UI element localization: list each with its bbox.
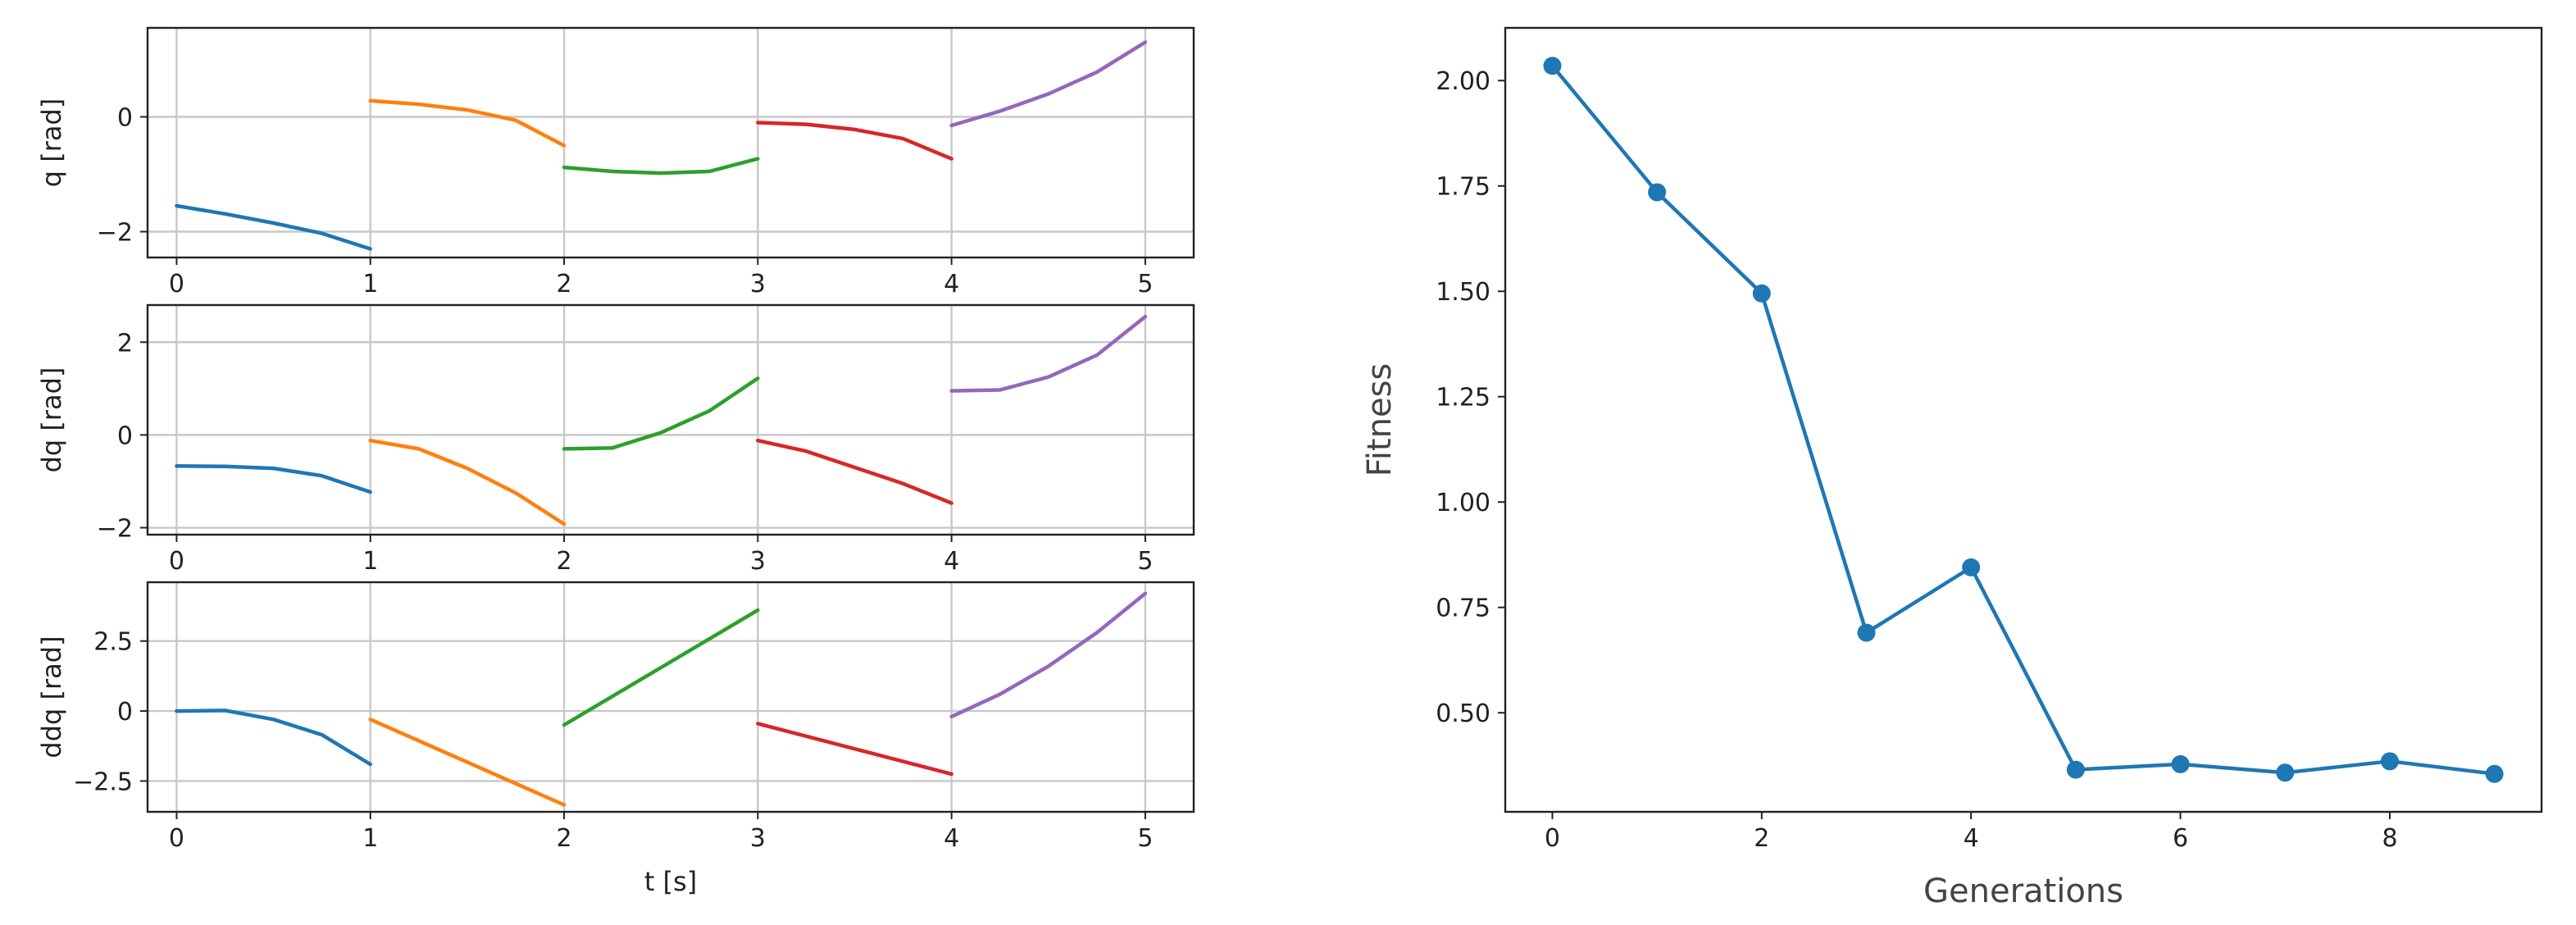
y-tick-label: 0	[117, 698, 133, 727]
x-tick-label: 4	[944, 547, 959, 576]
data-point	[2380, 752, 2399, 771]
x-tick-label: 1	[362, 824, 378, 853]
data-point	[1648, 183, 1667, 202]
series-line	[368, 718, 567, 807]
x-tick-label: 2	[556, 270, 571, 298]
series-line	[562, 157, 760, 175]
fitness-chart: 0 2 4 6 8 0.50 0.75 1.00 1.25 1.50 1.75 2.00 Fitness…	[1361, 26, 2543, 910]
x-axis-label: t [s]	[644, 866, 697, 897]
y-axis-label: dq [rad]	[36, 367, 67, 473]
x-tick-label: 4	[944, 270, 959, 298]
data-point	[2066, 760, 2085, 779]
series-line	[175, 464, 372, 494]
x-tick-label: 1	[362, 270, 378, 298]
y-axis-label: Fitness	[1361, 363, 1399, 477]
axes-frame	[146, 26, 1195, 259]
y-tick-label: 1.50	[1436, 278, 1491, 307]
x-tick-label: 3	[750, 547, 766, 576]
x-tick-label: 3	[750, 824, 766, 853]
x-tick-label: 2	[1754, 824, 1769, 853]
x-tick-label: 0	[169, 270, 184, 298]
x-tick-label: 6	[2173, 824, 2188, 853]
y-tick-label: −2.5	[73, 768, 133, 796]
dq-subplot: 0 1 2 3 4 5 −2 0 2 dq [rad]	[36, 303, 1195, 576]
series-line	[756, 121, 953, 161]
data-point	[1752, 284, 1771, 303]
series-line	[175, 709, 372, 767]
axes-frame	[146, 581, 1195, 813]
x-tick-label: 2	[556, 824, 571, 853]
y-tick-label: 0.50	[1436, 699, 1491, 728]
y-tick-label: 1.00	[1436, 489, 1491, 517]
data-point	[1962, 558, 1981, 576]
x-axis-label: Generations	[1923, 873, 2123, 910]
series-line	[175, 203, 372, 251]
y-tick-label: 1.75	[1436, 173, 1491, 202]
x-tick-label: 0	[169, 547, 184, 576]
x-tick-label: 2	[556, 547, 571, 576]
y-tick-label: 1.25	[1436, 384, 1491, 412]
series-line	[949, 40, 1148, 128]
y-tick-label: 2	[117, 329, 133, 358]
y-tick-label: 0	[117, 421, 133, 450]
series-line	[1550, 64, 2495, 776]
series-line	[368, 438, 567, 526]
data-point	[1857, 623, 1876, 642]
series-line	[756, 722, 953, 777]
series-line	[562, 608, 760, 727]
ddq-subplot: 0 1 2 3 4 5 −2.5 0 2.5 ddq [rad] t [s]	[36, 581, 1195, 897]
y-tick-label: 2.00	[1436, 67, 1491, 96]
x-tick-label: 5	[1137, 270, 1153, 298]
series-line	[562, 376, 760, 451]
series-line	[368, 98, 567, 148]
x-tick-label: 3	[750, 270, 766, 298]
y-axis-label: q [rad]	[36, 98, 67, 188]
axes-frame	[146, 303, 1195, 536]
x-tick-label: 5	[1137, 547, 1153, 576]
data-point	[2485, 764, 2504, 783]
y-tick-label: −2	[97, 515, 133, 544]
series-line	[756, 438, 953, 505]
x-tick-label: 0	[1545, 824, 1560, 853]
y-tick-label: 2.5	[93, 628, 133, 657]
y-tick-label: 0.75	[1436, 595, 1491, 623]
x-tick-label: 4	[944, 824, 959, 853]
data-point	[2276, 763, 2295, 782]
data-point	[1543, 57, 1562, 75]
x-tick-label: 8	[2382, 824, 2397, 853]
data-point	[2171, 754, 2190, 773]
y-axis-label: ddq [rad]	[36, 636, 67, 758]
x-tick-label: 1	[362, 547, 378, 576]
series-line	[949, 591, 1148, 719]
x-tick-label: 0	[169, 824, 184, 853]
y-tick-label: −2	[97, 219, 133, 248]
axes-frame	[1504, 26, 2543, 813]
x-tick-label: 5	[1137, 824, 1153, 853]
y-tick-label: 0	[117, 104, 133, 133]
q-subplot: 0 1 2 3 4 5 −2 0 q [rad]	[36, 26, 1195, 298]
series-line	[949, 314, 1148, 393]
x-tick-label: 4	[1964, 824, 1979, 853]
